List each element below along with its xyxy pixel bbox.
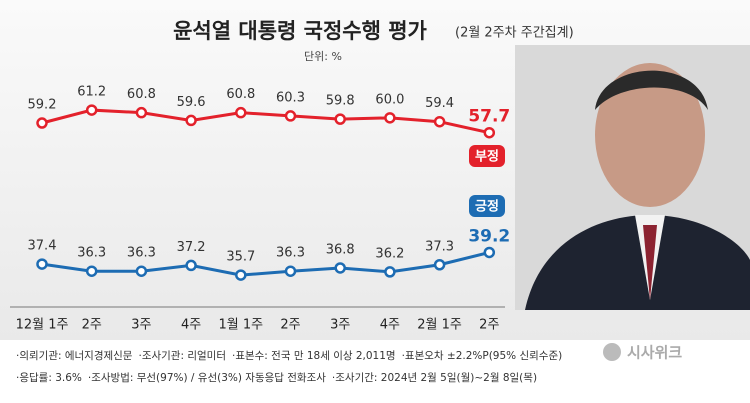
value-label: 60.3	[276, 90, 305, 105]
x-tick-label: 1월 1주	[218, 318, 263, 333]
point	[36, 117, 48, 129]
point	[334, 113, 346, 125]
footnote: ·조사방법: 무선(97%) / 유선(3%) 자동응답 전화조사	[88, 372, 326, 384]
footnote: ·의뢰기관: 에너지경제신문	[16, 349, 133, 362]
series-line	[41, 250, 490, 277]
value-label: 61.2	[77, 85, 106, 100]
value-label: 60.8	[226, 87, 255, 102]
point	[36, 258, 48, 270]
x-tick-label: 2주	[479, 318, 499, 333]
legend-box	[469, 195, 505, 217]
point	[284, 265, 297, 277]
x-tick-label: 2월 1주	[417, 318, 462, 333]
point	[185, 114, 197, 127]
x-tick-label: 2주	[280, 318, 300, 333]
value-label: 59.4	[425, 96, 454, 111]
chart-subtitle: (2월 2주차 주간집계)	[455, 26, 574, 41]
point	[483, 246, 496, 259]
point	[284, 110, 297, 122]
x-tick-label: 4주	[380, 318, 400, 333]
source: 시사위크	[627, 344, 682, 362]
unit-label: 단위: %	[304, 50, 342, 63]
point	[433, 115, 446, 128]
point	[433, 259, 446, 271]
source-logo	[603, 343, 621, 361]
footnote: ·표본오차 ±2.2%P(95% 신뢰수준)	[402, 350, 563, 362]
x-tick-label: 12월 1주	[16, 318, 69, 333]
x-tick-label: 4주	[181, 318, 201, 333]
value-label: 59.6	[177, 95, 206, 110]
point	[185, 259, 197, 272]
value-label: 57.7	[468, 107, 510, 127]
x-tick-label: 2주	[82, 318, 102, 333]
value-label: 59.2	[28, 98, 57, 113]
point	[85, 265, 98, 277]
footer-background	[0, 340, 750, 403]
legend-box	[469, 145, 505, 167]
value-label: 36.2	[375, 246, 404, 261]
point	[235, 106, 247, 119]
x-tick-label: 3주	[330, 318, 350, 333]
value-label: 59.8	[326, 94, 355, 109]
legend-label: 긍정	[475, 199, 499, 215]
value-label: 36.3	[276, 246, 305, 261]
x-tick-label: 3주	[131, 318, 151, 333]
value-label: 37.4	[28, 239, 57, 254]
point	[334, 262, 346, 274]
value-label: 36.3	[127, 246, 156, 261]
point	[235, 269, 247, 281]
series-line	[41, 108, 490, 135]
value-label: 60.0	[375, 92, 404, 107]
value-label: 37.3	[425, 239, 454, 254]
value-label: 36.3	[77, 246, 106, 261]
footnote: ·조사기관: 리얼미터	[138, 350, 226, 362]
footnote: ·응답률: 3.6%	[16, 372, 82, 384]
point	[85, 104, 98, 116]
point	[135, 265, 148, 277]
point	[135, 106, 148, 119]
legend-label: 부정	[475, 149, 499, 165]
value-label: 60.8	[127, 87, 156, 102]
value-label: 37.2	[177, 240, 206, 255]
footnote: ·조사기간: 2024년 2월 5일(월)~2월 8일(목)	[332, 371, 537, 384]
point	[483, 126, 496, 139]
value-label: 35.7	[226, 250, 255, 265]
value-label: 39.2	[468, 226, 510, 246]
chart-title: 윤석열 대통령 국정수행 평가	[173, 19, 427, 43]
point	[384, 112, 396, 124]
photo	[515, 45, 750, 310]
value-label: 36.8	[326, 242, 355, 257]
footnote: ·표본수: 전국 만 18세 이상 2,011명	[232, 350, 396, 362]
point	[384, 266, 396, 278]
